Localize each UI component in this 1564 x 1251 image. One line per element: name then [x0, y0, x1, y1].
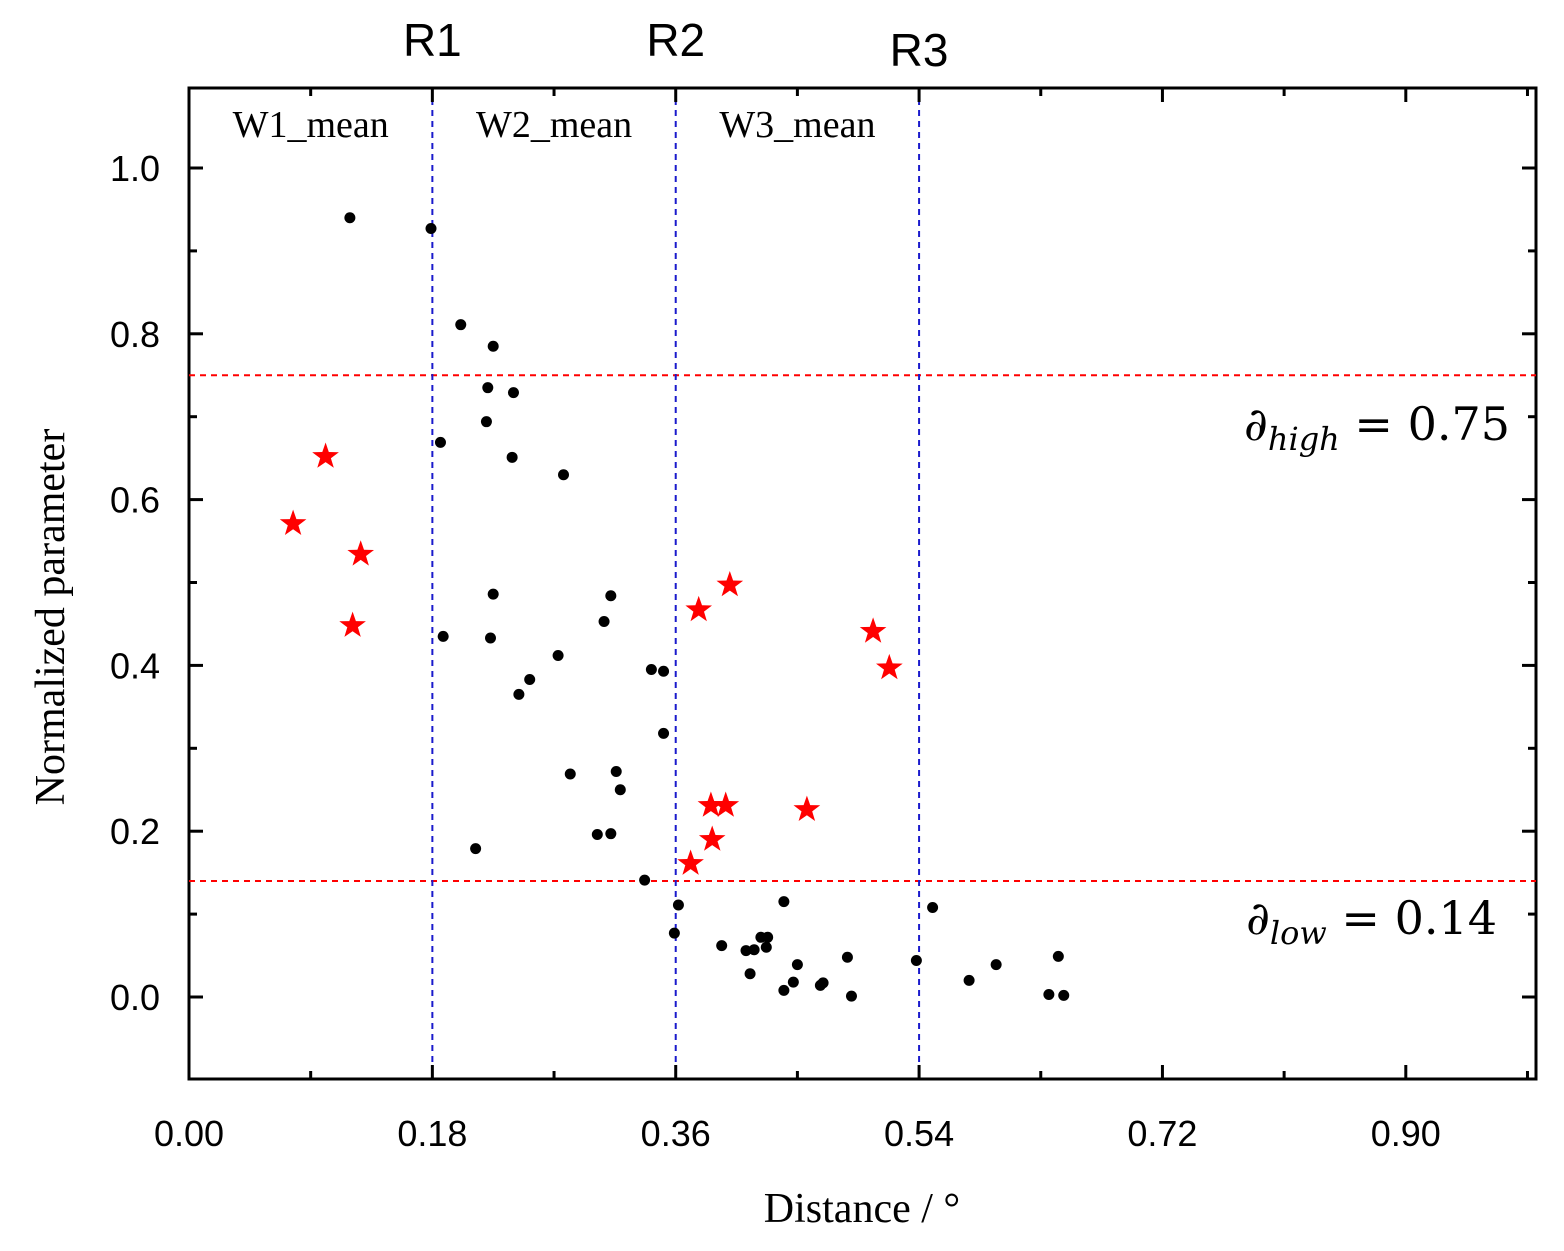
dot-point — [787, 976, 799, 988]
x-tick-label: 0.00 — [154, 1113, 224, 1154]
dot-point — [778, 896, 790, 908]
dot-point — [605, 590, 617, 602]
threshold-symbol: ∂ — [1246, 891, 1270, 945]
y-tick-label: 1.0 — [110, 148, 160, 189]
dot-point — [963, 974, 975, 986]
y-tick-label: 0.4 — [110, 645, 160, 686]
x-tick-label: 0.72 — [1127, 1113, 1197, 1154]
dot-point — [668, 927, 680, 939]
dot-point — [552, 649, 564, 661]
dot-point — [672, 899, 684, 911]
dot-point — [791, 959, 803, 971]
threshold-label-low: ∂low = 0.14 — [1246, 891, 1497, 952]
dot-point — [507, 387, 519, 399]
dot-point — [845, 990, 857, 1002]
dot-point — [778, 984, 790, 996]
dot-point — [614, 784, 626, 796]
dot-point — [591, 829, 603, 841]
region-label-r3: R3 — [890, 24, 949, 76]
star-point — [716, 571, 744, 597]
dot-point — [513, 688, 525, 700]
dot-point — [716, 940, 728, 952]
y-tick-label: 0.8 — [110, 314, 160, 355]
dot-point — [484, 632, 496, 644]
dot-point — [1043, 989, 1055, 1001]
star-point — [859, 617, 887, 643]
dot-point — [344, 212, 356, 224]
threshold-subscript: low — [1270, 914, 1327, 952]
star-point — [793, 795, 821, 821]
x-tick-label: 0.36 — [641, 1113, 711, 1154]
dot-point — [645, 664, 657, 676]
star-point — [279, 509, 307, 535]
star-point — [876, 653, 903, 680]
dot-point — [598, 615, 610, 627]
dot-point — [425, 223, 437, 235]
window-label-1: W1_mean — [233, 104, 389, 146]
threshold-label-high: ∂high = 0.75 — [1244, 397, 1510, 458]
y-tick-label: 0.2 — [110, 811, 160, 852]
dot-point — [605, 828, 617, 840]
dot-point — [744, 968, 756, 980]
star-point — [339, 611, 366, 637]
dot-point — [910, 955, 922, 967]
dot-point — [841, 951, 853, 963]
dot-point — [990, 959, 1002, 971]
window-label-3: W3_mean — [719, 104, 875, 146]
x-tick-label: 0.54 — [884, 1113, 954, 1154]
y-tick-label: 0.0 — [110, 977, 160, 1018]
region-label-r1: R1 — [403, 14, 462, 66]
x-axis-title: Distance / ° — [764, 1186, 960, 1232]
star-point — [312, 442, 339, 468]
dot-point — [927, 901, 939, 913]
dot-point — [480, 416, 492, 428]
y-tick-label: 0.6 — [110, 480, 160, 521]
axis-tick-labels: 0.00 0.18 0.36 0.54 0.72 0.90 0.0 0.2 0.4 0.6 0.8 1… — [110, 148, 1441, 1154]
threshold-symbol: ∂ — [1244, 397, 1268, 451]
star-point — [698, 825, 726, 851]
dot-point — [437, 630, 449, 642]
star-point — [712, 791, 740, 817]
dot-point — [487, 588, 499, 600]
threshold-value: = 0.14 — [1327, 891, 1497, 945]
x-tick-label: 0.90 — [1371, 1113, 1441, 1154]
dot-point — [1052, 950, 1064, 962]
star-point — [347, 540, 374, 566]
region-label-r2: R2 — [646, 14, 705, 66]
dot-point — [762, 931, 774, 943]
dot-point — [760, 941, 772, 953]
threshold-and-region-lines — [189, 88, 1536, 1079]
dot-point — [748, 944, 760, 956]
star-point — [677, 849, 704, 875]
dot-point — [658, 665, 670, 677]
dot-point — [558, 469, 570, 481]
dot-point — [1058, 989, 1070, 1001]
dot-point — [817, 977, 829, 989]
dot-point — [564, 768, 576, 780]
dot-point — [740, 945, 752, 957]
star-point — [685, 595, 712, 622]
dot-point — [434, 436, 446, 448]
star-point — [697, 791, 725, 817]
data-points — [279, 212, 1070, 1002]
dot-point — [658, 727, 670, 739]
dot-point — [639, 874, 651, 886]
dot-point — [506, 451, 518, 463]
dot-point — [487, 340, 499, 352]
y-axis-title: Normalized parameter — [28, 429, 74, 806]
threshold-value: = 0.75 — [1340, 397, 1510, 451]
dot-point — [610, 766, 622, 778]
window-label-2: W2_mean — [476, 104, 632, 146]
dot-point — [470, 843, 482, 855]
axis-ticks — [187, 88, 1536, 1079]
threshold-subscript: high — [1268, 420, 1340, 458]
dot-point — [524, 673, 536, 685]
dot-point — [482, 382, 494, 394]
x-tick-label: 0.18 — [397, 1113, 467, 1154]
dot-point — [455, 319, 467, 331]
